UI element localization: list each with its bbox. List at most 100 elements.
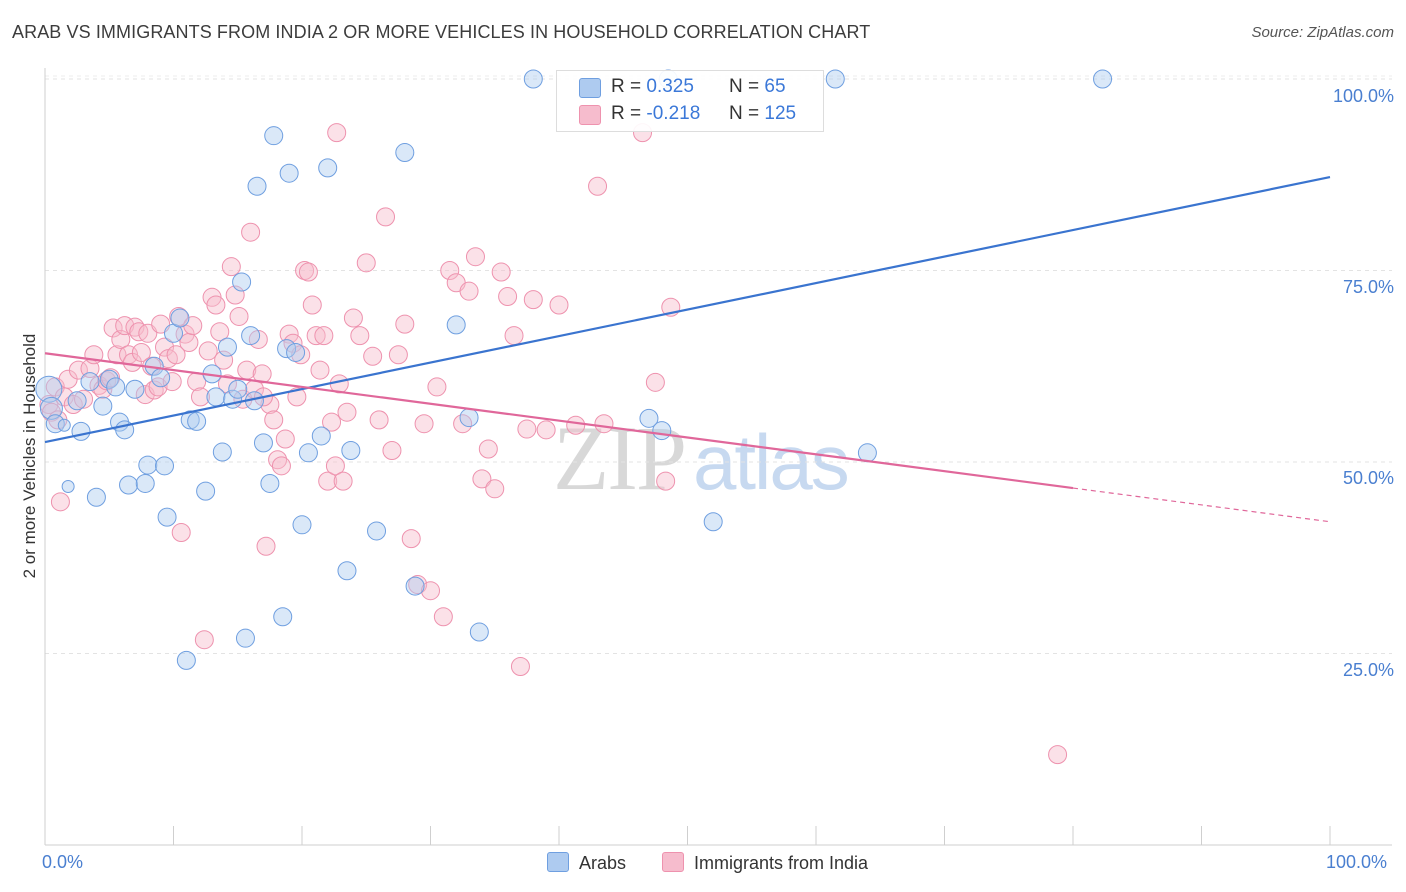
india-point bbox=[283, 333, 303, 353]
india-point bbox=[144, 380, 164, 400]
india-point bbox=[536, 420, 556, 440]
india-point bbox=[210, 322, 230, 342]
y-tick-label: 75.0% bbox=[1342, 277, 1394, 297]
legend-n-label: N = bbox=[729, 76, 760, 97]
arab-point bbox=[119, 475, 139, 495]
india-point bbox=[166, 345, 186, 365]
india-point bbox=[131, 342, 151, 362]
arab-point bbox=[138, 455, 158, 475]
india-legend-swatch bbox=[662, 852, 684, 872]
arab-point bbox=[341, 441, 361, 461]
arab-point bbox=[232, 272, 252, 292]
arab-point bbox=[264, 126, 284, 146]
india-point bbox=[310, 360, 330, 380]
india-point bbox=[427, 377, 447, 397]
india-point bbox=[549, 295, 569, 315]
arab-point bbox=[86, 487, 106, 507]
arab-point bbox=[71, 421, 91, 441]
india-point bbox=[101, 368, 121, 388]
india-point bbox=[148, 377, 168, 397]
india-point bbox=[194, 630, 214, 650]
arab-point bbox=[217, 337, 237, 357]
india-point bbox=[478, 439, 498, 459]
india-point bbox=[155, 337, 175, 357]
arabs-swatch bbox=[579, 78, 601, 98]
arab-point bbox=[45, 414, 65, 434]
arab-point bbox=[273, 607, 293, 627]
india-point bbox=[343, 308, 363, 328]
india-point bbox=[656, 471, 676, 491]
india-point bbox=[291, 345, 311, 365]
india-point bbox=[325, 456, 345, 476]
arab-point bbox=[395, 143, 415, 163]
bottom-legend-arabs: Arabs bbox=[547, 852, 626, 874]
arab-points bbox=[35, 69, 1113, 670]
arab-point bbox=[253, 433, 273, 453]
india-point bbox=[138, 323, 158, 343]
arab-point bbox=[446, 315, 466, 335]
india-point bbox=[151, 314, 171, 334]
india-point bbox=[433, 607, 453, 627]
arabs-r-value: 0.325 bbox=[646, 76, 694, 97]
arab-point bbox=[180, 410, 200, 430]
india-point bbox=[318, 471, 338, 491]
india-n-value: 125 bbox=[764, 103, 797, 124]
arab-point bbox=[206, 387, 226, 407]
arab-point bbox=[318, 158, 338, 178]
india-point bbox=[395, 314, 415, 334]
india-points bbox=[39, 123, 1068, 765]
india-trend-extension bbox=[1072, 487, 1331, 523]
india-point bbox=[279, 324, 299, 344]
india-point bbox=[217, 374, 237, 394]
arab-point bbox=[639, 408, 659, 428]
legend-r-label: R = bbox=[611, 76, 642, 97]
watermark-zip: ZIP bbox=[553, 407, 687, 509]
arab-point bbox=[405, 576, 425, 596]
india-point bbox=[314, 326, 334, 346]
arab-point bbox=[80, 372, 100, 392]
legend-n-label: N = bbox=[729, 103, 760, 124]
arabs-legend-swatch bbox=[547, 852, 569, 872]
arab-point bbox=[825, 69, 845, 89]
india-point bbox=[63, 395, 83, 415]
arabs-n-value: 65 bbox=[764, 76, 786, 97]
india-point bbox=[504, 326, 524, 346]
india-point bbox=[382, 441, 402, 461]
arab-point bbox=[279, 163, 299, 183]
arab-point bbox=[241, 326, 261, 346]
arab-point bbox=[286, 342, 306, 362]
arab-point bbox=[57, 418, 71, 432]
india-point bbox=[510, 657, 530, 677]
india-point bbox=[229, 306, 249, 326]
arab-point bbox=[125, 379, 145, 399]
arab-point bbox=[61, 480, 75, 494]
india-point bbox=[566, 415, 586, 435]
arab-point bbox=[523, 69, 543, 89]
india-point bbox=[388, 345, 408, 365]
india-point bbox=[594, 414, 614, 434]
india-point bbox=[491, 262, 511, 282]
arabs-legend-label: Arabs bbox=[579, 853, 627, 873]
india-point bbox=[298, 262, 318, 282]
arab-point bbox=[151, 368, 171, 388]
india-point bbox=[252, 364, 272, 384]
india-legend-label: Immigrants from India bbox=[694, 853, 869, 873]
arab-point bbox=[247, 176, 267, 196]
arab-point bbox=[469, 622, 489, 642]
india-point bbox=[103, 318, 123, 338]
india-point bbox=[645, 372, 665, 392]
india-point bbox=[287, 387, 307, 407]
arab-point bbox=[35, 375, 63, 403]
india-point bbox=[350, 326, 370, 346]
india-point bbox=[459, 281, 479, 301]
india-point bbox=[414, 414, 434, 434]
arab-point bbox=[459, 408, 479, 428]
india-trend-line bbox=[44, 352, 1074, 490]
arab-point bbox=[367, 521, 387, 541]
arab-point bbox=[311, 426, 331, 446]
india-point bbox=[275, 429, 295, 449]
y-tick-label: 50.0% bbox=[1342, 468, 1394, 488]
arab-point bbox=[170, 308, 190, 328]
bottom-legend-india: Immigrants from India bbox=[662, 852, 868, 874]
y-tick-label: 100.0% bbox=[1332, 86, 1394, 106]
